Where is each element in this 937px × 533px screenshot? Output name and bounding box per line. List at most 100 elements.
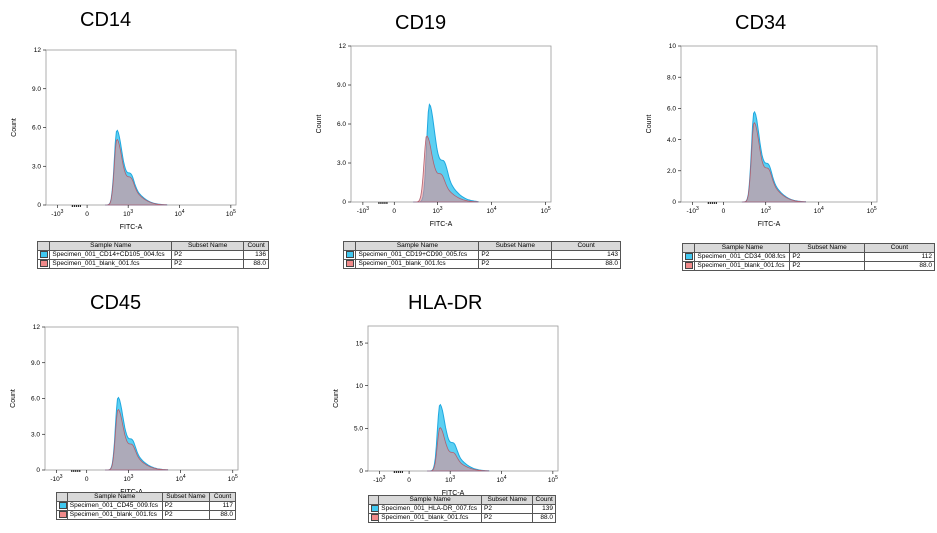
legend-count: 88.0 xyxy=(243,259,269,270)
legend-header-row: Sample Name Subset Name Count xyxy=(367,495,556,505)
legend-swatch xyxy=(685,253,693,260)
legend-subset-name: P2 xyxy=(478,259,553,270)
legend-count: 88.0 xyxy=(532,513,556,524)
legend-header-swatch xyxy=(56,492,68,502)
legend-swatch xyxy=(346,260,354,268)
chart-title: HLA-DR xyxy=(408,292,483,314)
legend-sample-name: Specimen_001_CD45_009.fcs xyxy=(66,500,163,512)
legend-header-row: Sample Name Subset Name Count xyxy=(56,492,236,502)
legend-header-sample: Sample Name xyxy=(66,492,163,502)
y-tick-label: 6.0 xyxy=(667,106,676,113)
legend-swatch-cell xyxy=(56,510,68,521)
legend-sample-name: Specimen_001_blank_001.fcs xyxy=(378,513,482,524)
legend-row: Specimen_001_blank_001.fcs P2 88.0 xyxy=(56,510,236,521)
legend-header-subset: Subset Name xyxy=(478,241,553,251)
y-tick-label: 6.0 xyxy=(337,121,346,128)
chart-title: CD45 xyxy=(90,292,142,314)
legend-sample-name: Specimen_001_CD19+CD90_005.fcs xyxy=(355,249,480,261)
legend-sample-name: Specimen_001_blank_001.fcs xyxy=(49,259,173,270)
blank-histogram xyxy=(413,135,479,203)
chart-title: CD34 xyxy=(735,12,787,34)
chart-title: CD14 xyxy=(80,9,132,31)
x-axis-label: FITC-A xyxy=(758,221,781,228)
legend-subset-name: P2 xyxy=(161,510,211,521)
legend-sample-name: Specimen_001_blank_001.fcs xyxy=(66,510,163,521)
legend-count: 117 xyxy=(209,500,236,512)
legend-row: Specimen_001_HLA-DR_007.fcs P2 139 xyxy=(367,503,556,515)
x-tick-label: 104 xyxy=(175,209,185,218)
legend-swatch-cell xyxy=(36,259,51,270)
legend-header-count: Count xyxy=(209,492,236,502)
legend-header-sample: Sample Name xyxy=(694,243,791,253)
legend-swatch xyxy=(685,262,693,270)
y-tick-label: 4.0 xyxy=(667,137,676,144)
legend-count: 136 xyxy=(243,249,269,261)
blank-histogram xyxy=(427,427,490,472)
legend-swatch xyxy=(59,511,67,519)
x-tick-label: 105 xyxy=(867,206,877,215)
x-tick-label: 0 xyxy=(85,211,89,218)
y-axis-label: Count xyxy=(10,389,17,408)
legend-swatch xyxy=(371,514,378,522)
chart-title: CD19 xyxy=(395,12,447,34)
legend-header-sample: Sample Name xyxy=(49,241,173,251)
x-tick-label: 0 xyxy=(392,208,396,215)
y-tick-label: 12 xyxy=(339,43,347,50)
y-tick-label: 5.0 xyxy=(354,426,363,433)
y-axis-label: Count xyxy=(316,115,323,134)
x-tick-label: 0 xyxy=(407,477,411,484)
legend-count: 139 xyxy=(532,503,556,515)
y-tick-label: 8.0 xyxy=(667,74,676,81)
y-tick-label: 9.0 xyxy=(31,360,40,367)
y-tick-label: 2.0 xyxy=(667,168,676,175)
blank-histogram xyxy=(741,122,806,203)
legend-row: Specimen_001_CD14+CD105_004.fcs P2 136 xyxy=(36,249,269,261)
legend-count: 88.0 xyxy=(863,261,936,272)
x-tick-label: -103 xyxy=(50,474,62,483)
legend-table: Sample Name Subset Name Count Specimen_001_… xyxy=(367,495,556,524)
legend-sample-name: Specimen_001_blank_001.fcs xyxy=(694,261,791,272)
legend-subset-name: P2 xyxy=(171,249,245,261)
x-tick-label: 105 xyxy=(228,474,238,483)
legend-sample-name: Specimen_001_HLA-DR_007.fcs xyxy=(378,503,482,515)
legend-subset-name: P2 xyxy=(789,261,865,272)
y-tick-label: 15 xyxy=(356,340,364,347)
legend-row: Specimen_001_blank_001.fcs P2 88.0 xyxy=(367,513,556,524)
x-axis-label: FITC-A xyxy=(120,224,143,231)
legend-header-count: Count xyxy=(863,243,936,253)
legend-row: Specimen_001_blank_001.fcs P2 88.0 xyxy=(681,261,936,272)
legend-header-row: Sample Name Subset Name Count xyxy=(681,243,936,253)
x-tick-label: 103 xyxy=(432,206,442,215)
x-tick-label: 103 xyxy=(123,474,133,483)
legend-row: Specimen_001_blank_001.fcs P2 88.0 xyxy=(36,259,269,270)
legend-row: Specimen_001_blank_001.fcs P2 88.0 xyxy=(342,259,621,270)
legend-header-row: Sample Name Subset Name Count xyxy=(36,241,269,251)
legend-header-count: Count xyxy=(551,241,621,251)
x-tick-label: 103 xyxy=(123,209,133,218)
y-tick-label: 9.0 xyxy=(32,86,41,93)
x-axis-label: FITC-A xyxy=(430,221,453,228)
legend-header-swatch xyxy=(36,241,51,251)
legend-swatch-cell xyxy=(342,249,357,261)
legend-header-subset: Subset Name xyxy=(161,492,211,502)
legend-header-sample: Sample Name xyxy=(378,495,482,505)
legend-header-sample: Sample Name xyxy=(355,241,480,251)
legend-table: Sample Name Subset Name Count Specimen_001_… xyxy=(681,243,936,272)
x-tick-label: 105 xyxy=(226,209,236,218)
histogram-plot: 0 5.0 10 15 -103 0 103 104 105 FITC-A Count xyxy=(333,325,559,497)
x-tick-label: -103 xyxy=(51,209,63,218)
histogram-plot: 0 2.0 4.0 6.0 8.0 10 -103 0 103 104 105 FITC-A Count xyxy=(646,43,878,228)
legend-swatch-cell xyxy=(681,251,696,263)
legend-header-swatch xyxy=(681,243,696,253)
blank-histogram xyxy=(105,138,168,206)
y-tick-label: 3.0 xyxy=(32,163,41,170)
legend-header-subset: Subset Name xyxy=(789,243,865,253)
x-tick-label: -103 xyxy=(687,206,699,215)
legend-swatch-cell xyxy=(342,259,357,270)
legend-swatch xyxy=(59,502,67,509)
y-tick-label: 6.0 xyxy=(31,396,40,403)
legend-count: 88.0 xyxy=(209,510,236,521)
legend-count: 88.0 xyxy=(551,259,621,270)
